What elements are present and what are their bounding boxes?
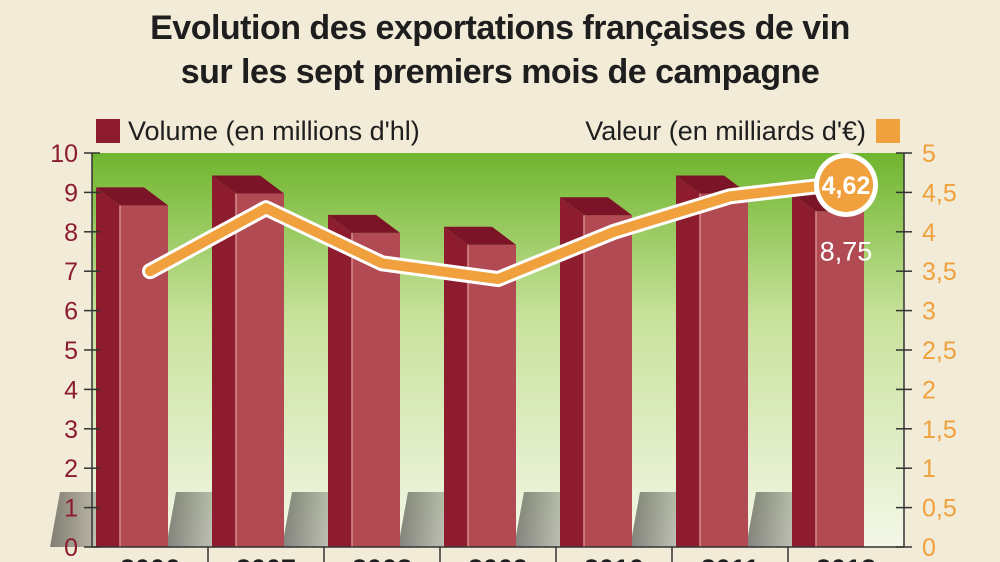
- x-axis-tick-label: 2010: [584, 554, 644, 562]
- x-axis-tick-label: 2011: [701, 554, 760, 562]
- volume-bar-front: [468, 244, 516, 548]
- left-axis-tick-label: 1: [64, 495, 78, 523]
- x-axis-tick-label: 2007: [236, 554, 296, 562]
- volume-bar-side: [560, 197, 584, 547]
- left-axis-tick-label: 6: [64, 298, 78, 326]
- right-axis-tick-label: 0: [922, 534, 936, 562]
- volume-bar-side: [328, 214, 352, 548]
- right-axis-tick-label: 1,5: [922, 416, 957, 444]
- x-axis-tick-label: 2012: [816, 554, 876, 562]
- left-axis-tick-label: 3: [64, 416, 78, 444]
- legend-volume-label: Volume (en millions d'hl): [128, 115, 420, 146]
- volume-bar-top: [560, 197, 632, 216]
- volume-bar-side: [676, 175, 700, 547]
- volume-bar-top: [328, 214, 400, 233]
- right-axis-tick-label: 4: [922, 219, 936, 247]
- legend-value-label: Valeur (en milliards d'€): [585, 115, 866, 146]
- volume-bar-side: [444, 226, 468, 548]
- volume-bar-side: [792, 193, 816, 547]
- right-axis-tick-label: 4,5: [922, 179, 957, 207]
- value-line: [145, 177, 851, 285]
- x-axis-tick-label: 2008: [352, 554, 412, 562]
- volume-data-label: 8,75: [820, 236, 873, 266]
- volume-bar-side: [96, 187, 120, 547]
- x-axis-tick-label: 2006: [120, 554, 180, 562]
- left-axis-tick-label: 2: [64, 455, 78, 483]
- right-axis-tick-label: 3: [922, 298, 936, 326]
- left-axis-tick-label: 8: [64, 219, 78, 247]
- value-callout-circle: [819, 157, 873, 212]
- left-axis-tick-label: 5: [64, 337, 78, 365]
- title-line-2: sur les sept premiers mois de campagne: [180, 53, 820, 91]
- right-axis-tick-label: 2: [922, 376, 936, 404]
- chart-title: Evolution des exportations françaises de…: [0, 6, 1000, 94]
- left-axis-tick-label: 9: [64, 179, 78, 207]
- volume-bar-top: [444, 226, 516, 245]
- volume-bar-front: [700, 193, 748, 547]
- left-axis-tick-label: 10: [50, 140, 78, 168]
- right-axis-tick-label: 3,5: [922, 258, 957, 286]
- volume-bar-side: [212, 175, 236, 547]
- legend-value-swatch: [876, 119, 900, 143]
- volume-bar-front: [236, 193, 284, 547]
- left-axis-tick-label: 7: [64, 258, 78, 286]
- volume-bar-front: [816, 211, 864, 547]
- volume-bar-top: [212, 175, 284, 194]
- right-axis-tick-label: 0,5: [922, 495, 957, 523]
- title-line-1: Evolution des exportations françaises de…: [150, 9, 850, 47]
- left-axis-tick-label: 0: [64, 534, 78, 562]
- x-axis-tick-label: 2009: [468, 554, 528, 562]
- left-axis-tick-label: 4: [64, 376, 78, 404]
- legend-volume-swatch: [96, 119, 120, 143]
- right-axis-tick-label: 5: [922, 140, 936, 168]
- value-callout-label: 4,62: [822, 172, 871, 200]
- legend-value: Valeur (en milliards d'€): [585, 116, 900, 146]
- right-axis-tick-label: 2,5: [922, 337, 957, 365]
- volume-bar-front: [352, 232, 400, 548]
- volume-bar-front: [584, 215, 632, 547]
- right-axis-tick-label: 1: [922, 455, 936, 483]
- legend-volume: Volume (en millions d'hl): [96, 116, 420, 146]
- volume-bar-top: [96, 187, 168, 206]
